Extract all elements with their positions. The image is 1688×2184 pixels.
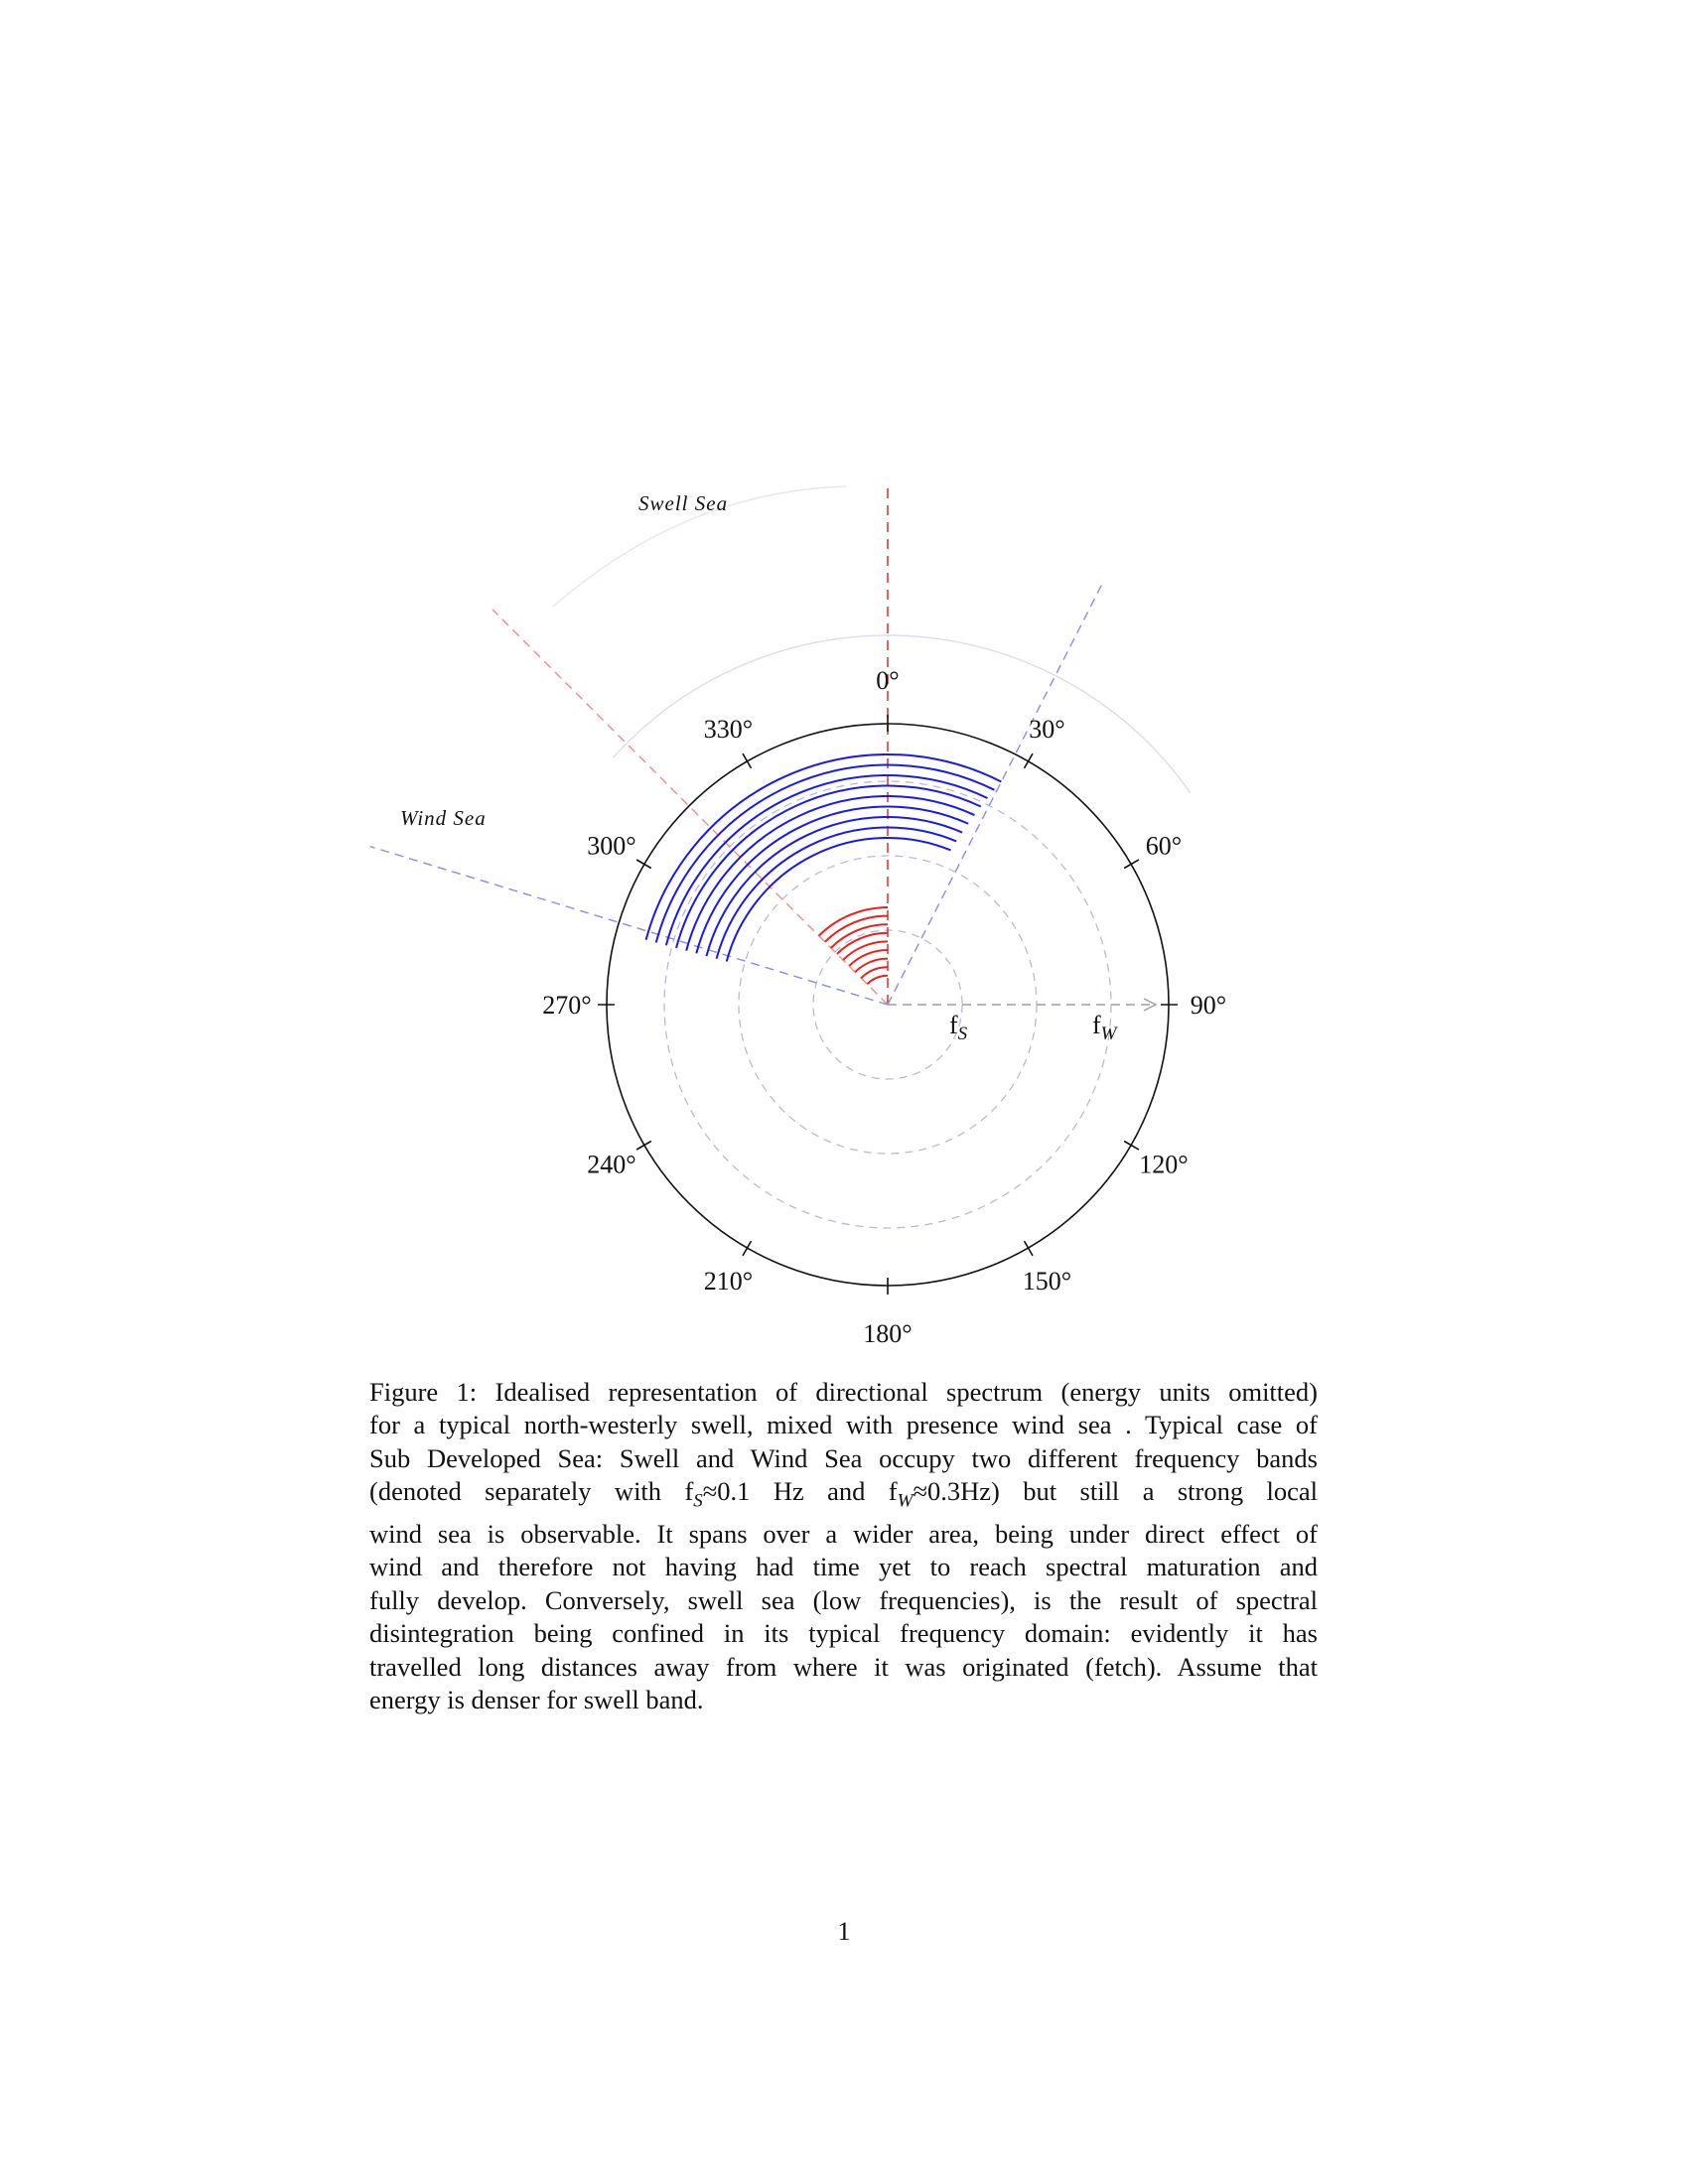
wind-sea-label: Wind Sea <box>400 806 487 830</box>
swell-sea-arc <box>842 940 889 961</box>
caption-line: disintegration being confined in its typ… <box>369 1618 1318 1649</box>
swell-sea-label: Swell Sea <box>638 491 728 515</box>
wind-sea-extent-arc <box>613 634 1192 794</box>
swell-sea-spectrum <box>817 906 889 986</box>
swell-sea-arc <box>854 957 889 973</box>
fs-subscript: S <box>693 1490 703 1512</box>
compass-tick <box>635 1140 652 1151</box>
compass-tick <box>1023 752 1034 769</box>
caption-line: fully develop. Conversely, swell sea (lo… <box>369 1584 1318 1615</box>
compass-tick <box>742 1240 753 1257</box>
wind-east-boundary-line <box>887 579 1105 1006</box>
caption-text: ≈0.3Hz) but still a strong local <box>913 1476 1319 1507</box>
compass-labels: 0° 30° 60° 90° 120° 150° 180° 210° 240° 270° 300° 3… <box>542 666 1226 1348</box>
compass-label: 150° <box>1023 1267 1071 1296</box>
caption-text: ≈0.1 Hz and f <box>702 1476 898 1507</box>
wind-sea-arc <box>675 784 982 949</box>
compass-ticks <box>598 715 1178 1295</box>
wind-sea-arc <box>715 826 957 960</box>
swell-sea-arc <box>860 966 889 980</box>
compass-label: 330° <box>704 715 753 744</box>
direction-guide-lines <box>369 482 1192 1012</box>
wind-west-boundary-line <box>369 845 889 1006</box>
compass-label: 300° <box>587 832 635 861</box>
caption-line: Sub Developed Sea: Swell and Wind Sea oc… <box>369 1442 1318 1473</box>
compass-label: 210° <box>704 1267 753 1296</box>
swell-sea-arc <box>866 974 889 986</box>
wind-sea-arc <box>654 763 995 943</box>
compass-tick <box>1023 1240 1034 1257</box>
swell-sea-arc <box>817 906 889 937</box>
caption-line: Figure 1: Idealised representation of di… <box>369 1377 1318 1407</box>
fw-label: fW <box>1092 1011 1119 1044</box>
compass-label: 30° <box>1029 715 1064 744</box>
caption-text: (denoted separately with f <box>369 1476 694 1507</box>
compass-label: 180° <box>863 1319 912 1348</box>
swell-sea-arc <box>824 914 889 943</box>
wind-sea-arc <box>664 774 988 946</box>
compass-label: 0° <box>876 666 899 695</box>
wind-sea-spectrum <box>644 753 1002 962</box>
swell-northwest-line <box>492 609 889 1006</box>
wind-sea-arc <box>644 753 1002 941</box>
wind-sea-arc <box>725 837 951 962</box>
wind-sea-arc <box>685 795 975 951</box>
page-number: 1 <box>837 1916 851 1946</box>
compass-label: 240° <box>587 1151 635 1179</box>
directional-spectrum-figure: 0° 30° 60° 90° 120° 150° 180° 210° 240° 270° 300° 3… <box>369 482 1226 1348</box>
compass-label: 120° <box>1139 1151 1188 1179</box>
wind-sea-arc <box>705 815 963 957</box>
fs-label: fS <box>949 1011 968 1044</box>
caption-line: travelled long distances away from where… <box>369 1651 1318 1682</box>
compass-label: 60° <box>1146 832 1182 861</box>
caption-line: wind and therefore not having had time y… <box>369 1552 1318 1582</box>
swell-sea-arc <box>836 931 889 955</box>
compass-label: 90° <box>1191 991 1226 1020</box>
fw-subscript: W <box>897 1490 914 1512</box>
compass-tick <box>742 752 753 769</box>
compass-label: 270° <box>542 991 591 1020</box>
caption-line: (denoted separately with fS≈0.1 Hz and f… <box>369 1475 1318 1518</box>
swell-sea-arc <box>848 949 889 967</box>
caption-line: for a typical north-westerly swell, mixe… <box>369 1410 1318 1440</box>
compass-tick <box>1123 859 1140 870</box>
caption-line: energy is denser for swell band. <box>369 1684 704 1714</box>
frequency-axis-arrowhead <box>1143 998 1158 1012</box>
swell-sea-arc <box>830 923 889 949</box>
figure-caption: Figure 1: Idealised representation of di… <box>369 1376 1318 1716</box>
compass-tick <box>1123 1140 1140 1151</box>
caption-line: wind sea is observable. It spans over a … <box>369 1518 1318 1549</box>
compass-tick <box>635 859 652 870</box>
wind-sea-arc <box>695 805 969 954</box>
swell-sea-extent-arc <box>552 485 847 608</box>
